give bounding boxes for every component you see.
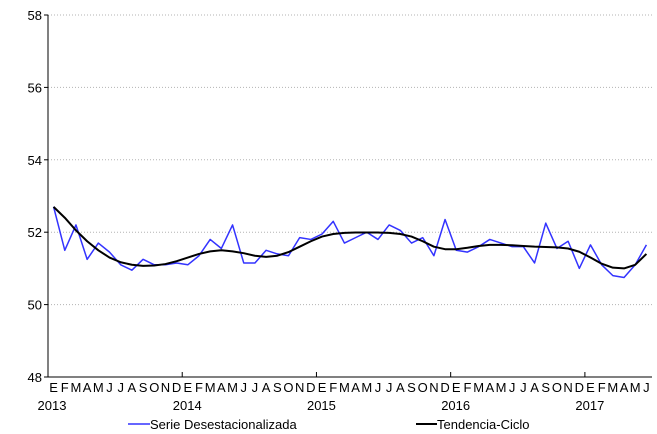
x-year-label: 2016: [441, 398, 470, 413]
x-year-label: 2014: [173, 398, 202, 413]
x-month-label: J: [643, 380, 650, 395]
x-month-label: J: [386, 380, 393, 395]
x-year-label: 2017: [575, 398, 604, 413]
x-month-label: F: [195, 380, 203, 395]
x-month-label: A: [83, 380, 92, 395]
x-month-label: M: [607, 380, 618, 395]
y-tick-labels: 48 50 52 54 56 58: [28, 8, 42, 385]
x-month-label: A: [128, 380, 137, 395]
x-month-label: M: [630, 380, 641, 395]
x-month-label: O: [552, 380, 562, 395]
legend: Serie Desestacionalizada Tendencia-Ciclo: [128, 417, 530, 432]
x-month-label: S: [273, 380, 282, 395]
x-month-label: F: [598, 380, 606, 395]
y-grid: [48, 14, 652, 306]
x-month-label: D: [440, 380, 449, 395]
x-month-label: F: [329, 380, 337, 395]
x-month-label: N: [161, 380, 170, 395]
x-month-label: A: [262, 380, 271, 395]
x-month-label: E: [452, 380, 461, 395]
x-month-label: N: [429, 380, 438, 395]
legend-label: Serie Desestacionalizada: [150, 417, 297, 432]
x-month-label: D: [306, 380, 315, 395]
x-month-label: M: [205, 380, 216, 395]
x-month-label: J: [375, 380, 382, 395]
x-month-label: A: [620, 380, 629, 395]
x-month-label: M: [473, 380, 484, 395]
x-month-label: J: [509, 380, 516, 395]
x-month-label: M: [71, 380, 82, 395]
x-month-label: M: [93, 380, 104, 395]
x-month-label: O: [283, 380, 293, 395]
x-month-label: J: [240, 380, 247, 395]
x-month-label: A: [530, 380, 539, 395]
y-tick-label: 52: [28, 225, 42, 240]
x-month-label: J: [117, 380, 124, 395]
y-tick-label: 50: [28, 298, 42, 313]
x-month-label: E: [586, 380, 595, 395]
y-tick-label: 54: [28, 153, 42, 168]
x-month-label: A: [217, 380, 226, 395]
x-month-label: N: [563, 380, 572, 395]
x-month-label: F: [463, 380, 471, 395]
x-month-label: S: [541, 380, 550, 395]
x-month-label: J: [520, 380, 527, 395]
x-month-label: O: [418, 380, 428, 395]
y-tick-label: 48: [28, 370, 42, 385]
x-month-label: A: [351, 380, 360, 395]
y-tick-label: 58: [28, 8, 42, 23]
x-year-label: 2013: [38, 398, 67, 413]
x-month-label: J: [106, 380, 113, 395]
series-line-serie-desestacionalizada: [52, 206, 648, 279]
x-month-label: M: [227, 380, 238, 395]
x-month-label: D: [172, 380, 181, 395]
x-month-label: O: [149, 380, 159, 395]
x-month-label: J: [252, 380, 259, 395]
x-month-label: E: [183, 380, 192, 395]
x-month-label: S: [139, 380, 148, 395]
x-month-label: M: [496, 380, 507, 395]
series-lines: [52, 206, 648, 279]
x-month-label: S: [407, 380, 416, 395]
x-month-label: A: [485, 380, 494, 395]
x-month-label: E: [49, 380, 58, 395]
x-month-label: A: [396, 380, 405, 395]
x-month-label: E: [318, 380, 327, 395]
x-month-label: D: [575, 380, 584, 395]
x-month-label: N: [295, 380, 304, 395]
series-line-tendencia-ciclo: [52, 206, 648, 270]
legend-label: Tendencia-Ciclo: [437, 417, 530, 432]
y-tick-label: 56: [28, 80, 42, 95]
axes: [44, 14, 652, 378]
x-month-label: M: [361, 380, 372, 395]
x-month-label: M: [339, 380, 350, 395]
x-year-label: 2015: [307, 398, 336, 413]
x-month-label: F: [61, 380, 69, 395]
